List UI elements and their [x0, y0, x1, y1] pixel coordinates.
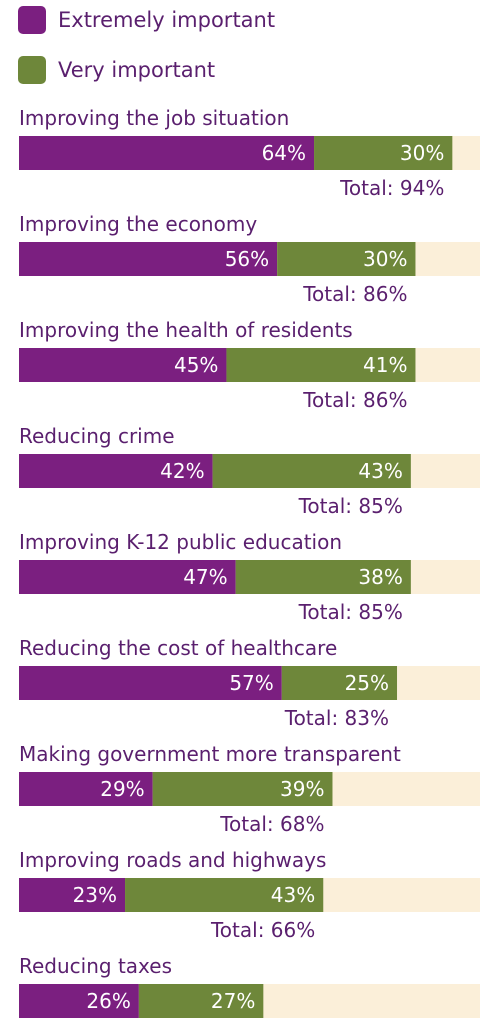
legend-item-extremely-important: Extremely important: [18, 6, 418, 36]
value-label-extremely-important-reducing-taxes: 26%: [86, 989, 130, 1013]
bar-very-important-reducing-the-cost-of-healthcare: [281, 666, 398, 700]
bar-very-important-improving-roads-and-highways: [125, 878, 324, 912]
category-label-improving-roads-and-highways: Improving roads and highways: [19, 848, 326, 872]
category-label-improving-the-economy: Improving the economy: [19, 212, 257, 236]
value-label-extremely-important-improving-roads-and-highways: 23%: [73, 883, 117, 907]
category-label-making-government-more-transparent: Making government more transparent: [19, 742, 401, 766]
total-label-improving-the-health-of-residents: Total: 86%: [302, 388, 407, 412]
value-label-very-important-improving-roads-and-highways: 43%: [271, 883, 315, 907]
value-label-extremely-important-improving-k-12-public-education: 47%: [183, 565, 227, 589]
bar-very-important-improving-the-economy: [277, 242, 416, 276]
bar-extremely-important-improving-the-job-situation: [19, 136, 315, 170]
category-label-reducing-the-cost-of-healthcare: Reducing the cost of healthcare: [19, 636, 337, 660]
bar-extremely-important-improving-the-economy: [19, 242, 278, 276]
bar-extremely-important-improving-the-health-of-residents: [19, 348, 227, 382]
legend-swatch-extremely-important: [18, 6, 46, 34]
value-label-very-important-reducing-crime: 43%: [358, 459, 402, 483]
value-label-very-important-improving-the-economy: 30%: [363, 247, 407, 271]
bar-extremely-important-reducing-the-cost-of-healthcare: [19, 666, 282, 700]
legend-label-very-important: Very important: [58, 58, 216, 82]
bar-very-important-reducing-crime: [212, 454, 411, 488]
total-label-improving-roads-and-highways: Total: 66%: [210, 918, 315, 942]
value-label-extremely-important-reducing-the-cost-of-healthcare: 57%: [229, 671, 273, 695]
value-label-very-important-improving-the-job-situation: 30%: [400, 141, 444, 165]
bar-very-important-reducing-taxes: [138, 984, 264, 1018]
total-label-improving-the-job-situation: Total: 94%: [339, 176, 444, 200]
legend-item-very-important: Very important: [18, 56, 418, 86]
bar-extremely-important-reducing-crime: [19, 454, 213, 488]
bar-very-important-improving-the-job-situation: [314, 136, 453, 170]
value-label-extremely-important-improving-the-health-of-residents: 45%: [174, 353, 218, 377]
value-label-very-important-improving-k-12-public-education: 38%: [358, 565, 402, 589]
bar-very-important-improving-k-12-public-education: [235, 560, 411, 594]
category-label-improving-the-health-of-residents: Improving the health of residents: [19, 318, 353, 342]
bar-extremely-important-improving-roads-and-highways: [19, 878, 126, 912]
value-label-very-important-improving-the-health-of-residents: 41%: [363, 353, 407, 377]
value-label-extremely-important-improving-the-economy: 56%: [225, 247, 269, 271]
value-label-very-important-making-government-more-transparent: 39%: [280, 777, 324, 801]
bar-extremely-important-improving-k-12-public-education: [19, 560, 236, 594]
category-label-reducing-crime: Reducing crime: [19, 424, 175, 448]
value-label-extremely-important-making-government-more-transparent: 29%: [100, 777, 144, 801]
total-label-improving-k-12-public-education: Total: 85%: [298, 600, 403, 624]
legend-swatch-very-important: [18, 56, 46, 84]
legend-label-extremely-important: Extremely important: [58, 8, 276, 32]
category-label-reducing-taxes: Reducing taxes: [19, 954, 172, 978]
value-label-very-important-reducing-the-cost-of-healthcare: 25%: [345, 671, 389, 695]
category-label-improving-k-12-public-education: Improving K-12 public education: [19, 530, 342, 554]
bar-very-important-improving-the-health-of-residents: [226, 348, 416, 382]
bar-extremely-important-making-government-more-transparent: [19, 772, 153, 806]
value-label-very-important-reducing-taxes: 27%: [211, 989, 255, 1013]
category-label-improving-the-job-situation: Improving the job situation: [19, 106, 289, 130]
bar-extremely-important-reducing-taxes: [19, 984, 139, 1018]
total-label-reducing-the-cost-of-healthcare: Total: 83%: [284, 706, 389, 730]
bar-very-important-making-government-more-transparent: [152, 772, 333, 806]
total-label-reducing-crime: Total: 85%: [298, 494, 403, 518]
total-label-making-government-more-transparent: Total: 68%: [219, 812, 324, 836]
value-label-extremely-important-reducing-crime: 42%: [160, 459, 204, 483]
value-label-extremely-important-improving-the-job-situation: 64%: [262, 141, 306, 165]
total-label-improving-the-economy: Total: 86%: [302, 282, 407, 306]
